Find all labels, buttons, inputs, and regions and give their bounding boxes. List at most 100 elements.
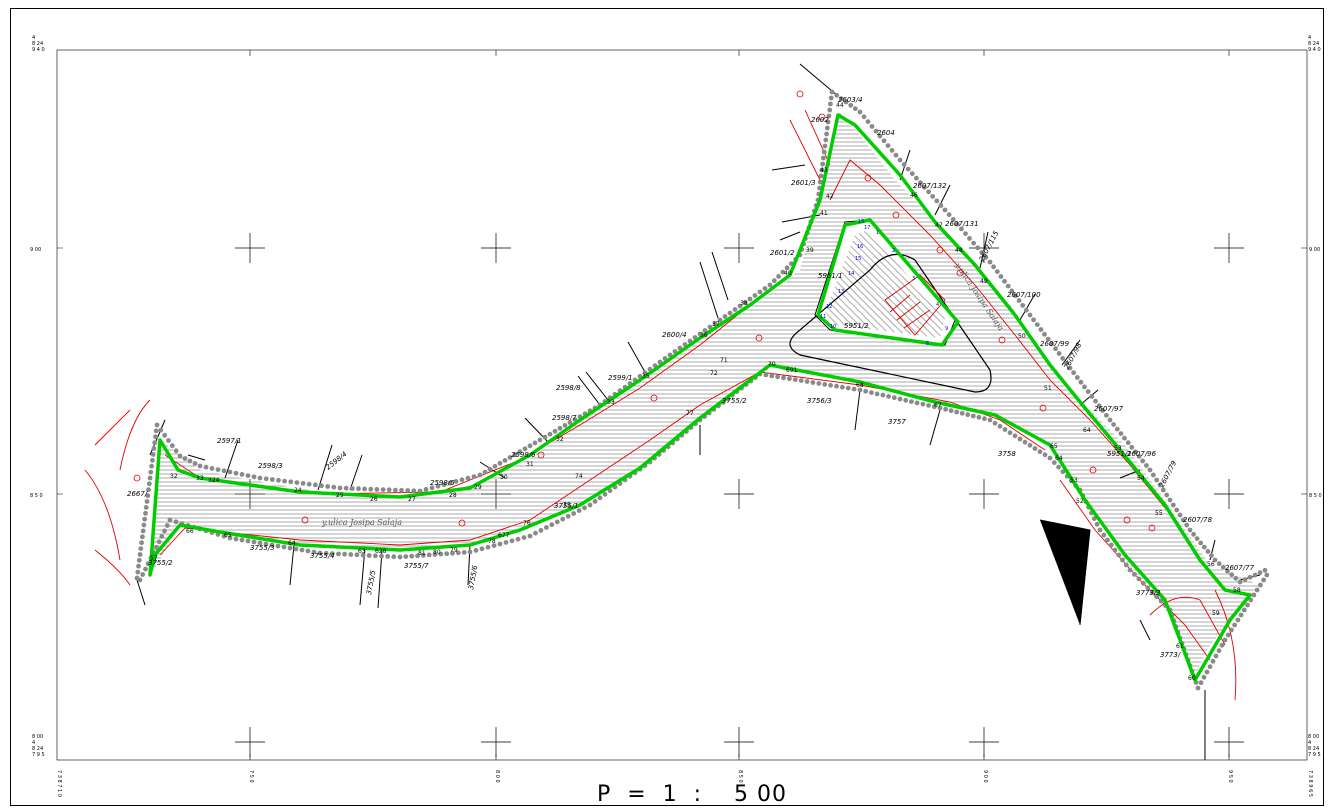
survey-point: [1085, 389, 1091, 394]
survey-point: [934, 198, 940, 204]
survey-point: [747, 296, 753, 302]
survey-point: [769, 373, 775, 379]
parcel-label: 3755/2: [722, 397, 747, 405]
parcel-label: 3758: [998, 450, 1016, 458]
survey-point: [1198, 540, 1204, 546]
survey-point: [737, 303, 743, 309]
survey-point: [1150, 472, 1156, 478]
survey-point: [1118, 431, 1124, 436]
survey-point: [417, 488, 423, 494]
survey-point: [1154, 594, 1160, 600]
survey-point: [909, 171, 915, 177]
survey-point: [1112, 547, 1118, 553]
survey-point: [997, 423, 1003, 429]
survey-point: [818, 173, 824, 179]
survey-point: [269, 477, 275, 482]
survey-point: [203, 464, 209, 470]
svg-text:53: 53: [1070, 477, 1078, 484]
survey-point: [538, 528, 544, 533]
survey-point: [857, 109, 863, 115]
parcel-label: 3755/2: [148, 559, 173, 567]
survey-point: [869, 124, 875, 129]
bottom-axis-label-750: 7 5 0: [248, 770, 254, 783]
survey-point: [373, 553, 378, 559]
svg-text:24: 24: [294, 487, 302, 494]
survey-point: [817, 179, 823, 185]
survey-point: [948, 408, 954, 414]
svg-text:64: 64: [1055, 455, 1063, 462]
survey-point: [869, 390, 874, 395]
parcel-label: 3773/3: [1136, 589, 1161, 597]
survey-point: [374, 487, 380, 492]
svg-text:59: 59: [1212, 610, 1220, 617]
svg-text:677: 677: [498, 532, 510, 539]
svg-text:17: 17: [864, 225, 870, 231]
survey-point: [1219, 642, 1225, 648]
svg-text:66: 66: [186, 528, 194, 535]
survey-point: [1067, 365, 1073, 371]
svg-text:35: 35: [642, 373, 650, 380]
survey-point: [167, 517, 173, 523]
survey-point: [473, 548, 479, 553]
corner-label-line: 4: [32, 740, 35, 746]
corner-label-line: 8 00: [32, 734, 43, 740]
survey-point: [1009, 288, 1015, 294]
left-axis-label-900: 9 00: [30, 247, 41, 253]
survey-point: [487, 466, 493, 472]
svg-text:56: 56: [1207, 561, 1215, 568]
survey-point: [914, 175, 919, 181]
survey-point: [245, 538, 251, 544]
survey-point: [1241, 607, 1247, 613]
parcel-label: 2667/: [127, 490, 148, 498]
survey-point: [482, 469, 488, 475]
survey-point: [182, 456, 188, 461]
survey-point: [227, 535, 233, 541]
survey-point: [146, 487, 151, 493]
corner-label-line: 4: [1308, 35, 1311, 41]
survey-point: [1136, 454, 1142, 459]
survey-point: [1016, 298, 1022, 303]
survey-point: [497, 541, 503, 547]
svg-text:51: 51: [1044, 385, 1052, 392]
drawing-frame: [10, 8, 1324, 806]
survey-point: [149, 463, 155, 469]
survey-point: [1154, 477, 1160, 483]
survey-point: [881, 138, 887, 144]
survey-point: [1242, 577, 1248, 583]
survey-point: [816, 381, 822, 386]
survey-point: [141, 522, 147, 528]
survey-point: [348, 552, 354, 557]
survey-point: [602, 491, 608, 497]
survey-point: [135, 569, 141, 575]
survey-point: [391, 554, 397, 560]
survey-point: [137, 577, 143, 583]
parcel-label: 2607/115: [978, 229, 1001, 263]
svg-text:49: 49: [980, 278, 988, 285]
survey-point: [975, 245, 981, 251]
survey-point: [1047, 455, 1053, 461]
survey-point: [257, 475, 263, 481]
survey-point: [215, 467, 221, 472]
survey-point: [1071, 370, 1076, 376]
survey-point: [1262, 567, 1268, 573]
survey-point: [552, 428, 558, 434]
map-frame: [56, 49, 1308, 761]
survey-point: [515, 536, 521, 542]
survey-point: [992, 420, 998, 426]
survey-point: [798, 378, 804, 383]
svg-text:31: 31: [526, 461, 534, 468]
svg-text:70: 70: [768, 361, 776, 368]
survey-point: [1056, 351, 1062, 356]
survey-point: [1254, 587, 1260, 593]
survey-point: [1034, 322, 1040, 327]
parcel-label: 2607/77: [1225, 564, 1255, 572]
parcel-label: 2607/131: [945, 220, 979, 228]
svg-text:14: 14: [848, 271, 854, 277]
corner-label-line: 7 9 5: [1308, 752, 1321, 758]
corner-label-line: 4: [32, 35, 35, 41]
parcel-label: 3755/7: [404, 562, 429, 570]
red-survey-symbols: [133, 90, 1156, 532]
survey-point: [1157, 482, 1163, 488]
survey-point: [263, 476, 269, 482]
